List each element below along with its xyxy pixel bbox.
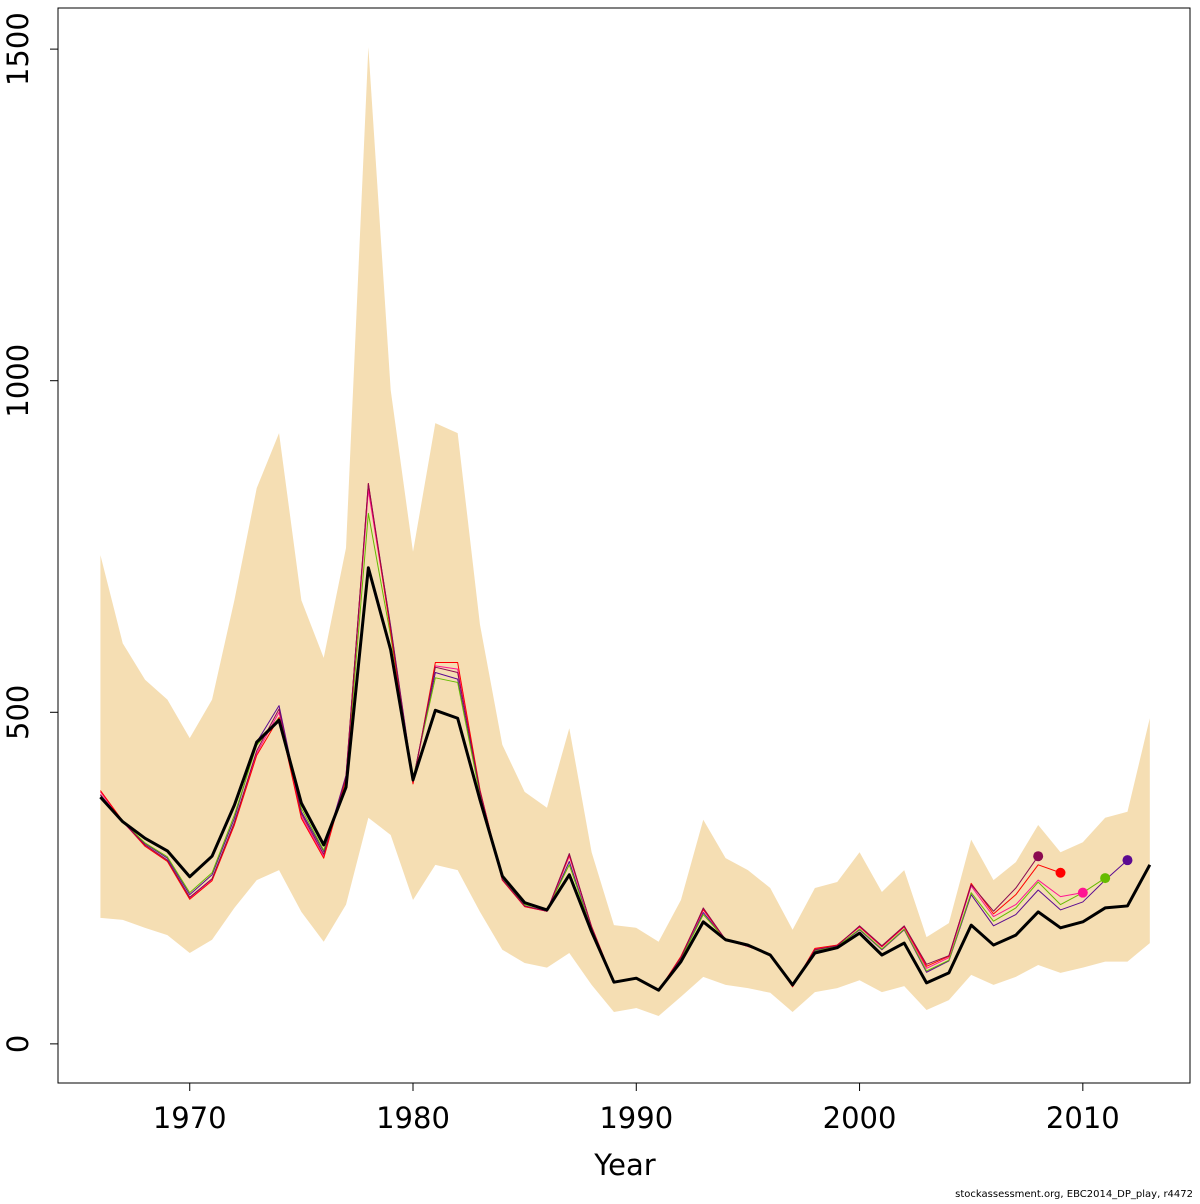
x-tick-label: 1970 [153,1101,227,1135]
series-end-point [1055,867,1066,878]
plot-frame [57,7,1191,1084]
y-tick-label: 1500 [1,12,35,86]
x-tick-label: 1990 [599,1101,673,1135]
caption: stockassessment.org, EBC2014_DP_play, r4… [955,1189,1193,1200]
series-line [99,566,1152,992]
x-axis-label: Year [593,1148,655,1182]
x-tick-label: 1980 [376,1101,450,1135]
series-end-point [1100,873,1111,884]
series-end-point [1033,851,1044,862]
confidence-band [100,47,1150,1017]
series-end-point [1077,887,1088,898]
x-tick-label: 2010 [1046,1101,1120,1135]
y-tick-label: 1000 [1,344,35,418]
y-tick-label: 0 [1,1035,35,1053]
series-end-point [1122,855,1133,866]
series-line [100,482,1039,992]
x-tick-label: 2000 [823,1101,897,1135]
y-tick-label: 500 [1,685,35,740]
